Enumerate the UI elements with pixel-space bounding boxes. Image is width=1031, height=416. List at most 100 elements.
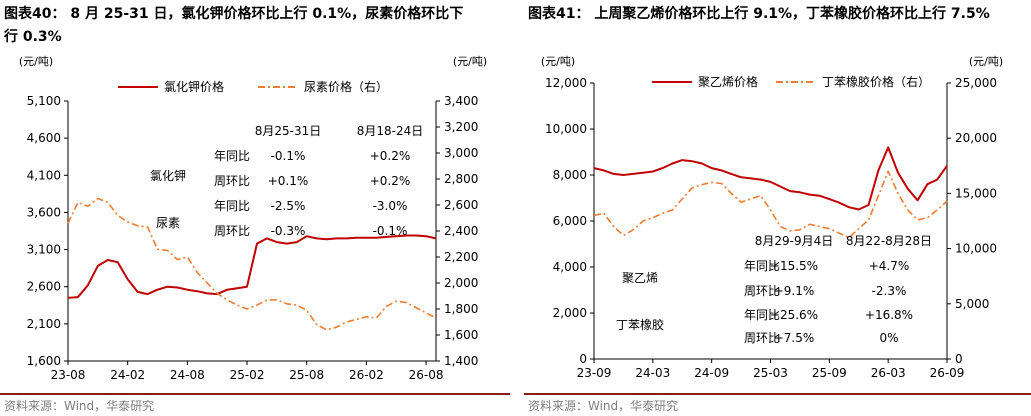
x-tick-label: 23-08 [51, 368, 86, 382]
series-line-1 [67, 234, 437, 299]
x-tick-label: 24-08 [170, 368, 205, 382]
left-tick-label: 2,000 [553, 306, 587, 320]
table-cell: +9.1% [774, 284, 815, 298]
x-tick-label: 24-03 [635, 366, 670, 380]
x-tick-label: 26-02 [349, 368, 384, 382]
table-row-label: 周环比 [744, 284, 780, 298]
table-group-name: 聚乙烯 [622, 271, 658, 285]
left-tick-label: 3,600 [27, 205, 61, 219]
x-tick-label: 23-09 [577, 366, 612, 380]
table-cell: +0.2% [370, 149, 411, 163]
legend-label-1: 聚乙烯价格 [698, 74, 758, 89]
x-tick-label: 26-09 [930, 366, 965, 380]
x-tick-label: 24-02 [110, 368, 145, 382]
left-tick-label: 4,600 [27, 131, 61, 145]
legend-label-1: 氯化钾价格 [164, 79, 224, 94]
left-tick-label: 8,000 [553, 168, 587, 182]
chart-panel-right: 图表41： 上周聚乙烯价格环比上行 9.1%，丁苯橡胶价格环比上行 7.5% (… [524, 0, 1031, 416]
left-tick-label: 4,100 [27, 168, 61, 182]
source-divider [0, 393, 510, 395]
right-tick-label: 15,000 [955, 186, 997, 200]
table-col-header: 8月29-9月4日 [755, 234, 834, 248]
table-cell: +25.6% [770, 308, 818, 322]
right-tick-label: 3,000 [444, 146, 478, 160]
chart-panel-left: 图表40： 8 月 25-31 日，氯化钾价格环比上行 0.1%，尿素价格环比下… [0, 0, 510, 416]
table-row-label: 年同比 [214, 199, 250, 213]
right-tick-label: 10,000 [955, 242, 997, 256]
table-cell: 0% [879, 331, 898, 345]
right-tick-label: 0 [955, 352, 963, 366]
x-tick-label: 25-02 [230, 368, 265, 382]
left-tick-label: 5,100 [27, 94, 61, 108]
line-chart: (元/吨) (元/吨) 0 2,000 4,000 6,000 8,000 10,000 12,… [541, 55, 1003, 380]
source-note: 资料来源：Wind，华泰研究 [528, 399, 679, 413]
left-tick-label: 1,600 [27, 354, 61, 368]
legend-label-2: 尿素价格（右） [304, 79, 388, 94]
right-tick-label: 1,400 [444, 354, 478, 368]
table-row-label: 周环比 [744, 331, 780, 345]
right-tick-label: 2,000 [444, 276, 478, 290]
legend-label-2: 丁苯橡胶价格（右） [822, 74, 930, 89]
chart-title-line-1: 图表41： 上周聚乙烯价格环比上行 9.1%，丁苯橡胶价格环比上行 7.5% [528, 6, 990, 22]
right-tick-label: 2,200 [444, 250, 478, 264]
left-tick-label: 0 [579, 352, 587, 366]
left-tick-label: 10,000 [545, 122, 587, 136]
left-axis-unit: (元/吨) [541, 55, 575, 68]
table-cell: +7.5% [774, 331, 815, 345]
table-group-name: 丁苯橡胶 [616, 317, 664, 332]
table-cell: +16.8% [865, 308, 913, 322]
right-axis-unit: (元/吨) [969, 55, 1003, 68]
table-row-label: 年同比 [744, 259, 780, 273]
table-col-header: 8月22-8月28日 [846, 234, 932, 248]
left-tick-label: 3,100 [27, 243, 61, 257]
right-tick-label: 1,800 [444, 302, 478, 316]
table-col-header: 8月25-31日 [255, 124, 322, 138]
chart-title-line-2: 行 0.3% [4, 29, 62, 45]
table-row-label: 年同比 [744, 308, 780, 322]
right-axis-unit: (元/吨) [453, 55, 487, 68]
table-cell: +4.7% [869, 259, 910, 273]
x-tick-label: 24-09 [694, 366, 729, 380]
table-row-label: 周环比 [214, 224, 250, 238]
left-tick-label: 4,000 [553, 260, 587, 274]
left-axis-unit: (元/吨) [19, 55, 53, 68]
left-tick-label: 12,000 [545, 76, 587, 90]
x-tick-label: 25-08 [289, 368, 324, 382]
table-cell: -0.1% [271, 149, 306, 163]
table-cell: -2.3% [872, 284, 907, 298]
source-divider [524, 393, 1031, 395]
source-note: 资料来源：Wind，华泰研究 [4, 399, 155, 413]
right-tick-label: 20,000 [955, 131, 997, 145]
table-cell: -2.5% [271, 199, 306, 213]
table-row-label: 年同比 [214, 149, 250, 163]
table-cell: +0.2% [370, 174, 411, 188]
table-cell: -3.0% [373, 199, 408, 213]
right-tick-label: 3,400 [444, 94, 478, 108]
table-cell: +0.1% [268, 174, 309, 188]
series-line-2 [67, 197, 437, 331]
left-tick-label: 6,000 [553, 214, 587, 228]
chart-title: 图表40： 8 月 25-31 日，氯化钾价格环比上行 0.1%，尿素价格环比下… [4, 3, 504, 49]
table-cell: -0.3% [271, 224, 306, 238]
line-chart: (元/吨) (元/吨) 1,600 2,100 2,600 3,100 3,600 4,100… [19, 55, 487, 382]
right-tick-label: 5,000 [955, 297, 989, 311]
table-group-name: 尿素 [156, 216, 180, 230]
table-col-header: 8月18-24日 [357, 124, 424, 138]
table-cell: +15.5% [770, 259, 818, 273]
chart-title: 图表41： 上周聚乙烯价格环比上行 9.1%，丁苯橡胶价格环比上行 7.5% [528, 3, 1028, 26]
series-line-2 [593, 170, 948, 239]
right-tick-label: 25,000 [955, 76, 997, 90]
right-tick-label: 2,600 [444, 198, 478, 212]
left-tick-label: 2,600 [27, 280, 61, 294]
x-tick-label: 26-03 [871, 366, 906, 380]
right-tick-label: 3,200 [444, 120, 478, 134]
table-cell: -0.1% [373, 224, 408, 238]
right-tick-label: 1,600 [444, 328, 478, 342]
table-group-name: 氯化钾 [150, 169, 186, 183]
series-line-1 [593, 146, 948, 211]
x-tick-label: 26-08 [409, 368, 444, 382]
x-tick-label: 25-03 [753, 366, 788, 380]
x-tick-label: 25-09 [812, 366, 847, 380]
left-tick-label: 2,100 [27, 317, 61, 331]
chart-title-line-1: 图表40： 8 月 25-31 日，氯化钾价格环比上行 0.1%，尿素价格环比下 [4, 6, 464, 22]
